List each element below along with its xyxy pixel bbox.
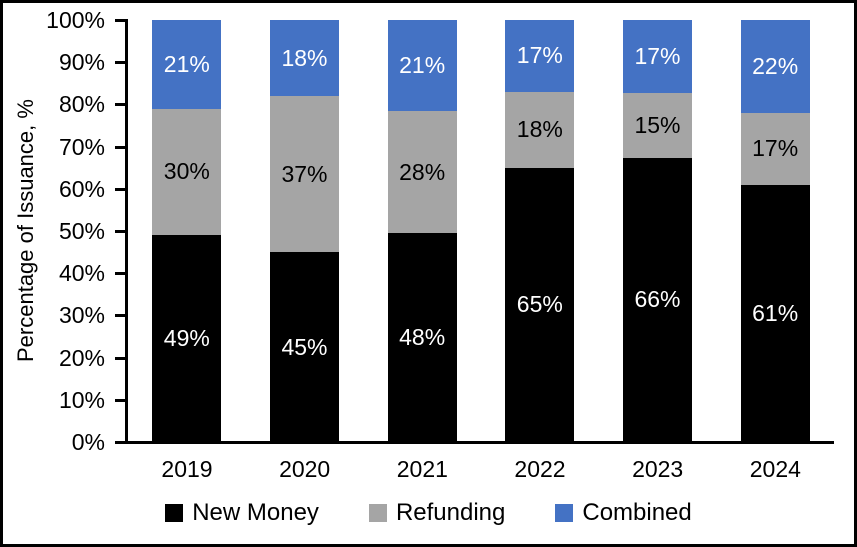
bar-value-label: 18%	[281, 44, 328, 71]
bar-2024: 61% 17% 22%	[740, 20, 810, 442]
y-tick-mark	[115, 398, 125, 402]
bar-value-label: 22%	[752, 52, 799, 79]
bar-value-label: 37%	[281, 160, 328, 187]
y-tick-mark	[115, 103, 125, 107]
y-tick-label: 20%	[58, 344, 105, 371]
y-tick-mark	[115, 314, 125, 318]
bar-value-label: 17%	[634, 43, 681, 70]
y-tick-label: 50%	[58, 218, 105, 244]
bar-segment: 18%	[270, 20, 339, 96]
bar-value-label: 30%	[163, 158, 210, 185]
y-tick-label: 80%	[58, 91, 105, 118]
legend-item: Refunding	[368, 499, 506, 527]
legend-label: Combined	[582, 499, 692, 526]
bar-value-label: 15%	[634, 112, 681, 138]
bar-segment: 66%	[623, 157, 692, 442]
legend: New Money Refunding Combined	[3, 499, 854, 527]
bar-segment: 37%	[270, 95, 339, 253]
y-tick-label: 0%	[71, 429, 105, 455]
bar-value-label: 18%	[516, 116, 563, 143]
bar-segment: 28%	[387, 111, 457, 234]
bar-value-label: 49%	[163, 325, 210, 352]
legend-label: New Money	[192, 499, 319, 526]
y-tick-label: 100%	[46, 7, 105, 33]
y-tick-mark	[115, 356, 125, 360]
y-tick-label: 30%	[58, 302, 105, 329]
legend-swatch	[165, 504, 184, 522]
plot-area: 49% 30% 21% 45% 37% 18% 48% 28% 21% 65% 18% 17% 66% 1…	[128, 20, 834, 442]
bar-segment: 30%	[152, 108, 222, 236]
legend-swatch	[555, 504, 574, 522]
x-category-label: 2024	[749, 456, 801, 482]
y-tick-label: 60%	[58, 175, 105, 202]
bar-2019: 49% 30% 21%	[152, 20, 222, 442]
bar-segment: 65%	[505, 167, 575, 442]
bar-segment: 15%	[623, 93, 692, 158]
legend-item: New Money	[165, 499, 319, 527]
x-category-label: 2021	[396, 456, 448, 482]
bar-value-label: 61%	[752, 299, 799, 326]
x-category-label: 2020	[279, 456, 331, 482]
bar-segment: 17%	[623, 20, 692, 94]
bar-2020: 45% 37% 18%	[270, 20, 339, 442]
bar-2021: 48% 28% 21%	[387, 20, 457, 442]
bar-2022: 65% 18% 17%	[505, 20, 575, 442]
bar-segment: 17%	[740, 112, 810, 185]
y-tick-mark	[115, 272, 125, 276]
bar-segment: 49%	[152, 235, 222, 442]
bar-value-label: 48%	[399, 324, 446, 351]
y-tick-label: 90%	[58, 49, 105, 76]
y-tick-mark	[115, 145, 125, 149]
bar-segment: 17%	[505, 20, 575, 92]
bar-value-label: 28%	[399, 158, 446, 185]
y-tick-label: 70%	[58, 133, 105, 160]
x-axis-line	[121, 441, 834, 444]
y-tick-mark	[115, 187, 125, 191]
y-tick-label: 40%	[58, 260, 105, 287]
legend-item: Combined	[555, 499, 692, 527]
bar-value-label: 21%	[399, 52, 446, 79]
y-tick-mark	[115, 61, 125, 65]
legend-label: Refunding	[395, 499, 506, 526]
bar-segment: 22%	[740, 20, 810, 113]
y-tick-mark	[115, 19, 125, 22]
y-tick-label: 10%	[58, 386, 105, 413]
x-category-label: 2022	[514, 456, 566, 482]
bar-value-label: 17%	[752, 135, 799, 162]
bar-segment: 21%	[152, 20, 222, 109]
bar-segment: 18%	[505, 91, 575, 168]
x-category-label: 2023	[632, 456, 684, 482]
bar-segment: 45%	[270, 252, 339, 442]
y-axis-line	[125, 19, 128, 444]
y-tick-mark	[115, 441, 125, 444]
bar-segment: 21%	[387, 20, 457, 112]
bar-segment: 61%	[740, 184, 810, 442]
bar-segment: 48%	[387, 233, 457, 442]
legend-swatch	[368, 504, 387, 522]
x-category-label: 2019	[161, 456, 213, 482]
y-tick-mark	[115, 230, 125, 233]
bar-value-label: 17%	[516, 42, 563, 69]
bar-value-label: 66%	[634, 286, 681, 313]
bar-value-label: 45%	[281, 333, 328, 360]
bar-2023: 66% 15% 17%	[623, 20, 692, 442]
bar-value-label: 21%	[163, 50, 210, 77]
bar-value-label: 65%	[516, 291, 563, 318]
